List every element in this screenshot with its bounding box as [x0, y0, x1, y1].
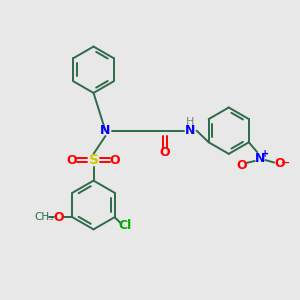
- Text: O: O: [110, 154, 120, 167]
- Text: N: N: [185, 124, 195, 137]
- Text: N: N: [100, 124, 111, 137]
- Text: CH₃: CH₃: [34, 212, 53, 222]
- Text: Cl: Cl: [119, 219, 132, 232]
- Text: O: O: [236, 159, 247, 172]
- Text: +: +: [261, 149, 269, 159]
- Text: O: O: [54, 211, 64, 224]
- Text: O: O: [274, 158, 285, 170]
- Text: N: N: [255, 152, 265, 165]
- Text: H: H: [186, 117, 194, 128]
- Text: O: O: [67, 154, 77, 167]
- Text: O: O: [160, 146, 170, 160]
- Text: S: S: [88, 153, 98, 167]
- Text: −: −: [281, 158, 290, 167]
